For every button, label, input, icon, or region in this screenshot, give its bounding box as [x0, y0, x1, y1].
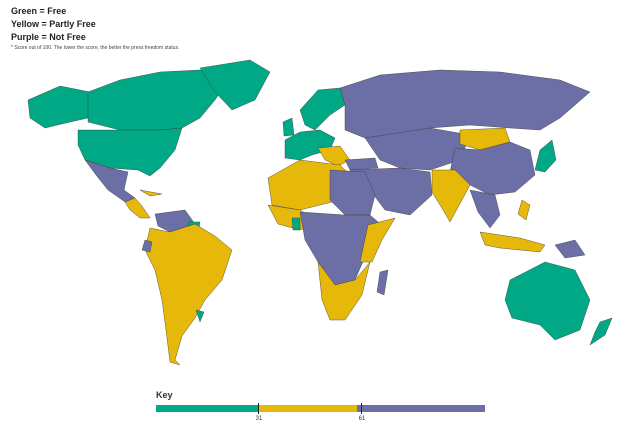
key-color-scale — [156, 405, 485, 412]
key-tick-61 — [361, 403, 362, 414]
key-segment-free — [156, 405, 258, 412]
region-russia — [339, 69, 591, 139]
region-central-america — [124, 197, 151, 219]
region-philippines — [517, 199, 531, 221]
region-south-america — [144, 223, 233, 366]
region-australia — [504, 261, 591, 341]
region-balkans — [317, 145, 351, 167]
key-label-61: 61 — [358, 416, 366, 422]
key-segment-partly-free — [257, 405, 357, 412]
region-central-asia — [364, 127, 471, 171]
score-note: * Score out of 100. The lower the score,… — [11, 45, 180, 51]
region-new-zealand — [589, 317, 613, 346]
region-indonesia — [479, 231, 546, 253]
region-alaska — [27, 85, 91, 129]
region-southeast-asia — [469, 189, 501, 229]
region-turkey — [344, 157, 379, 171]
region-uruguay — [195, 309, 205, 323]
region-japan — [534, 139, 557, 173]
region-madagascar — [376, 269, 389, 296]
region-central-africa — [299, 211, 386, 286]
key-segment-not-free — [356, 405, 485, 412]
region-cuba-ven-sub — [141, 239, 153, 253]
key-tick-31 — [258, 403, 259, 414]
region-canada — [87, 69, 231, 131]
legend-green: Green = Free — [11, 6, 67, 16]
region-scandinavia — [299, 87, 346, 131]
region-uk — [282, 117, 295, 137]
key-title: Key — [156, 390, 173, 400]
legend-yellow: Yellow = Partly Free — [11, 19, 96, 29]
region-papua — [554, 239, 586, 259]
region-east-africa — [359, 217, 396, 263]
region-southern-africa — [317, 261, 371, 321]
key-label-31: 31 — [255, 416, 263, 422]
region-greenland — [199, 59, 271, 111]
legend-purple: Purple = Not Free — [11, 32, 86, 42]
region-cuba — [139, 189, 163, 197]
region-ghana — [291, 217, 301, 231]
region-india — [431, 169, 471, 223]
region-usa — [77, 127, 183, 177]
